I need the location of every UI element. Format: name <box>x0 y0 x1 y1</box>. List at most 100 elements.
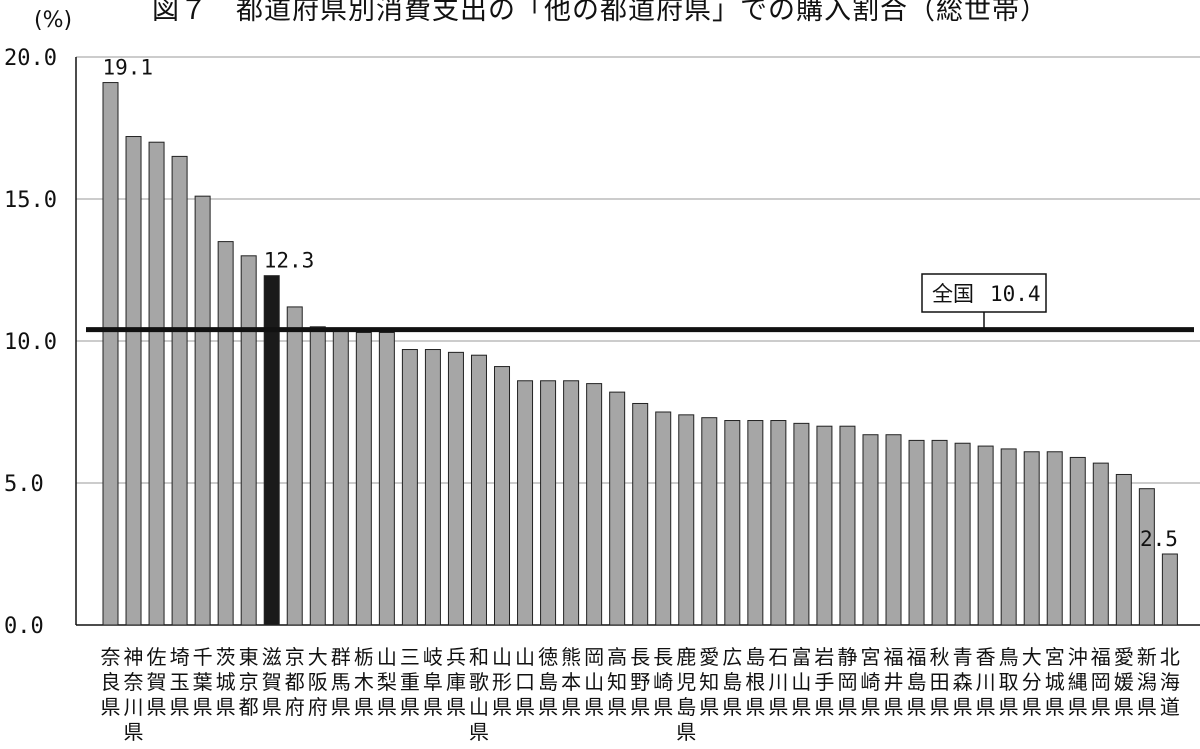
bar-富山県 <box>793 422 810 626</box>
data-label: 12.3 <box>264 249 315 273</box>
x-category-label: 山口県 <box>515 645 535 719</box>
bar-山口県 <box>517 380 534 626</box>
bar-鳥取県 <box>1000 448 1017 626</box>
x-category-label: 和歌山県 <box>469 645 489 744</box>
bar-石川県 <box>770 420 787 626</box>
x-category-label: 秋田県 <box>930 645 950 719</box>
x-category-label: 滋賀県 <box>262 645 282 719</box>
bar-島根県 <box>747 420 764 626</box>
x-category-label: 青森県 <box>953 645 973 719</box>
x-category-label: 佐賀県 <box>147 645 167 719</box>
x-category-label: 鹿児島県 <box>676 645 696 744</box>
data-label: 2.5 <box>1140 527 1178 551</box>
data-label: 19.1 <box>103 56 154 80</box>
bar-広島県 <box>724 420 741 626</box>
bar-岩手県 <box>816 425 833 626</box>
x-category-label: 長崎県 <box>653 645 673 719</box>
x-category-label: 新潟県 <box>1137 645 1157 719</box>
bar-奈良県 <box>102 82 119 626</box>
bar-愛知県 <box>701 417 718 626</box>
bar-香川県 <box>977 445 994 626</box>
x-category-label: 岡山県 <box>584 645 604 719</box>
x-category-label: 福岡県 <box>1091 645 1111 719</box>
bar-鹿児島県 <box>678 414 695 626</box>
y-tick-label: 10.0 <box>4 330 57 355</box>
bar-宮崎県 <box>862 434 879 626</box>
x-category-label: 三重県 <box>400 645 420 719</box>
bar-埼玉県 <box>171 155 188 626</box>
bar-宮城県 <box>1046 451 1063 626</box>
x-category-label: 熊本県 <box>561 645 581 719</box>
bar-徳島県 <box>540 380 557 626</box>
x-category-label: 兵庫県 <box>446 645 466 719</box>
y-tick-label: 20.0 <box>4 46 57 71</box>
bar-京都府 <box>286 306 303 626</box>
y-axis: 0.0 5.0 10.0 15.0 20.0 <box>4 46 1200 639</box>
x-category-label: 福島県 <box>907 645 927 719</box>
x-category-label: 沖縄県 <box>1068 645 1088 719</box>
x-category-label: 愛知県 <box>699 645 719 719</box>
bar-高知県 <box>609 391 626 626</box>
x-category-label: 神奈川県 <box>124 645 144 744</box>
x-category-label: 広島県 <box>722 645 742 719</box>
x-category-label: 千葉県 <box>193 645 213 719</box>
bar-滋賀県 <box>263 275 280 626</box>
national-average-reference: 全国 10.4 <box>86 273 1194 333</box>
bar-秋田県 <box>931 439 948 626</box>
data-labels: 19.1 12.3 2.5 <box>103 56 1178 551</box>
bar-栃木県 <box>355 331 372 626</box>
category-labels: 奈良県神奈川県佐賀県埼玉県千葉県茨城県東京都滋賀県京都府大阪府群馬県栃木県山梨県… <box>101 645 1180 744</box>
bar-山梨県 <box>378 331 395 626</box>
x-category-label: 北海道 <box>1160 645 1180 719</box>
x-category-label: 宮崎県 <box>860 645 880 719</box>
x-category-label: 群馬県 <box>331 645 351 719</box>
bar-岐阜県 <box>424 349 441 626</box>
bar-三重県 <box>401 349 418 626</box>
bar-北海道 <box>1161 553 1178 626</box>
y-axis-unit-label: (%) <box>34 8 73 33</box>
bar-茨城県 <box>217 241 234 626</box>
bar-新潟県 <box>1138 488 1155 626</box>
bar-千葉県 <box>194 195 211 626</box>
x-category-label: 島根県 <box>745 645 765 719</box>
chart-title: 図７ 都道府県別消費支出の「他の都道府県」での購入割合（総世帯） <box>152 0 1048 26</box>
x-category-label: 岐阜県 <box>423 645 443 719</box>
bar-群馬県 <box>332 329 349 626</box>
bar-佐賀県 <box>148 141 165 626</box>
x-category-label: 京都府 <box>285 645 305 719</box>
x-category-label: 東京都 <box>239 645 259 719</box>
x-category-label: 高知県 <box>607 645 627 719</box>
bar-長野県 <box>632 402 649 626</box>
bar-熊本県 <box>563 380 580 626</box>
bar-福岡県 <box>1092 462 1109 626</box>
bar-長崎県 <box>655 411 672 626</box>
x-category-label: 栃木県 <box>354 645 374 719</box>
bar-大分県 <box>1023 451 1040 626</box>
bar-山形県 <box>494 366 511 626</box>
x-category-label: 福井県 <box>884 645 904 719</box>
bar-和歌山県 <box>470 354 487 626</box>
x-category-label: 富山県 <box>791 645 811 719</box>
x-category-label: 長野県 <box>630 645 650 719</box>
reference-value: 10.4 <box>990 282 1041 306</box>
y-tick-label: 15.0 <box>4 188 57 213</box>
bar-福井県 <box>885 434 902 626</box>
bar-兵庫県 <box>447 351 464 626</box>
bar-愛媛県 <box>1115 473 1132 626</box>
x-category-label: 山形県 <box>492 645 512 719</box>
bar-沖縄県 <box>1069 456 1086 626</box>
x-category-label: 徳島県 <box>538 645 558 719</box>
x-category-label: 鳥取県 <box>999 645 1019 719</box>
x-category-label: 大分県 <box>1022 645 1042 719</box>
bars <box>102 82 1178 626</box>
y-tick-label: 0.0 <box>4 614 44 639</box>
x-category-label: 大阪府 <box>308 645 328 719</box>
x-category-label: 奈良県 <box>101 645 121 719</box>
x-category-label: 宮城県 <box>1045 645 1065 719</box>
x-category-label: 山梨県 <box>377 645 397 719</box>
x-category-label: 茨城県 <box>216 645 236 719</box>
x-category-label: 香川県 <box>976 645 996 719</box>
reference-label: 全国 <box>932 282 974 306</box>
x-category-label: 石川県 <box>768 645 788 719</box>
